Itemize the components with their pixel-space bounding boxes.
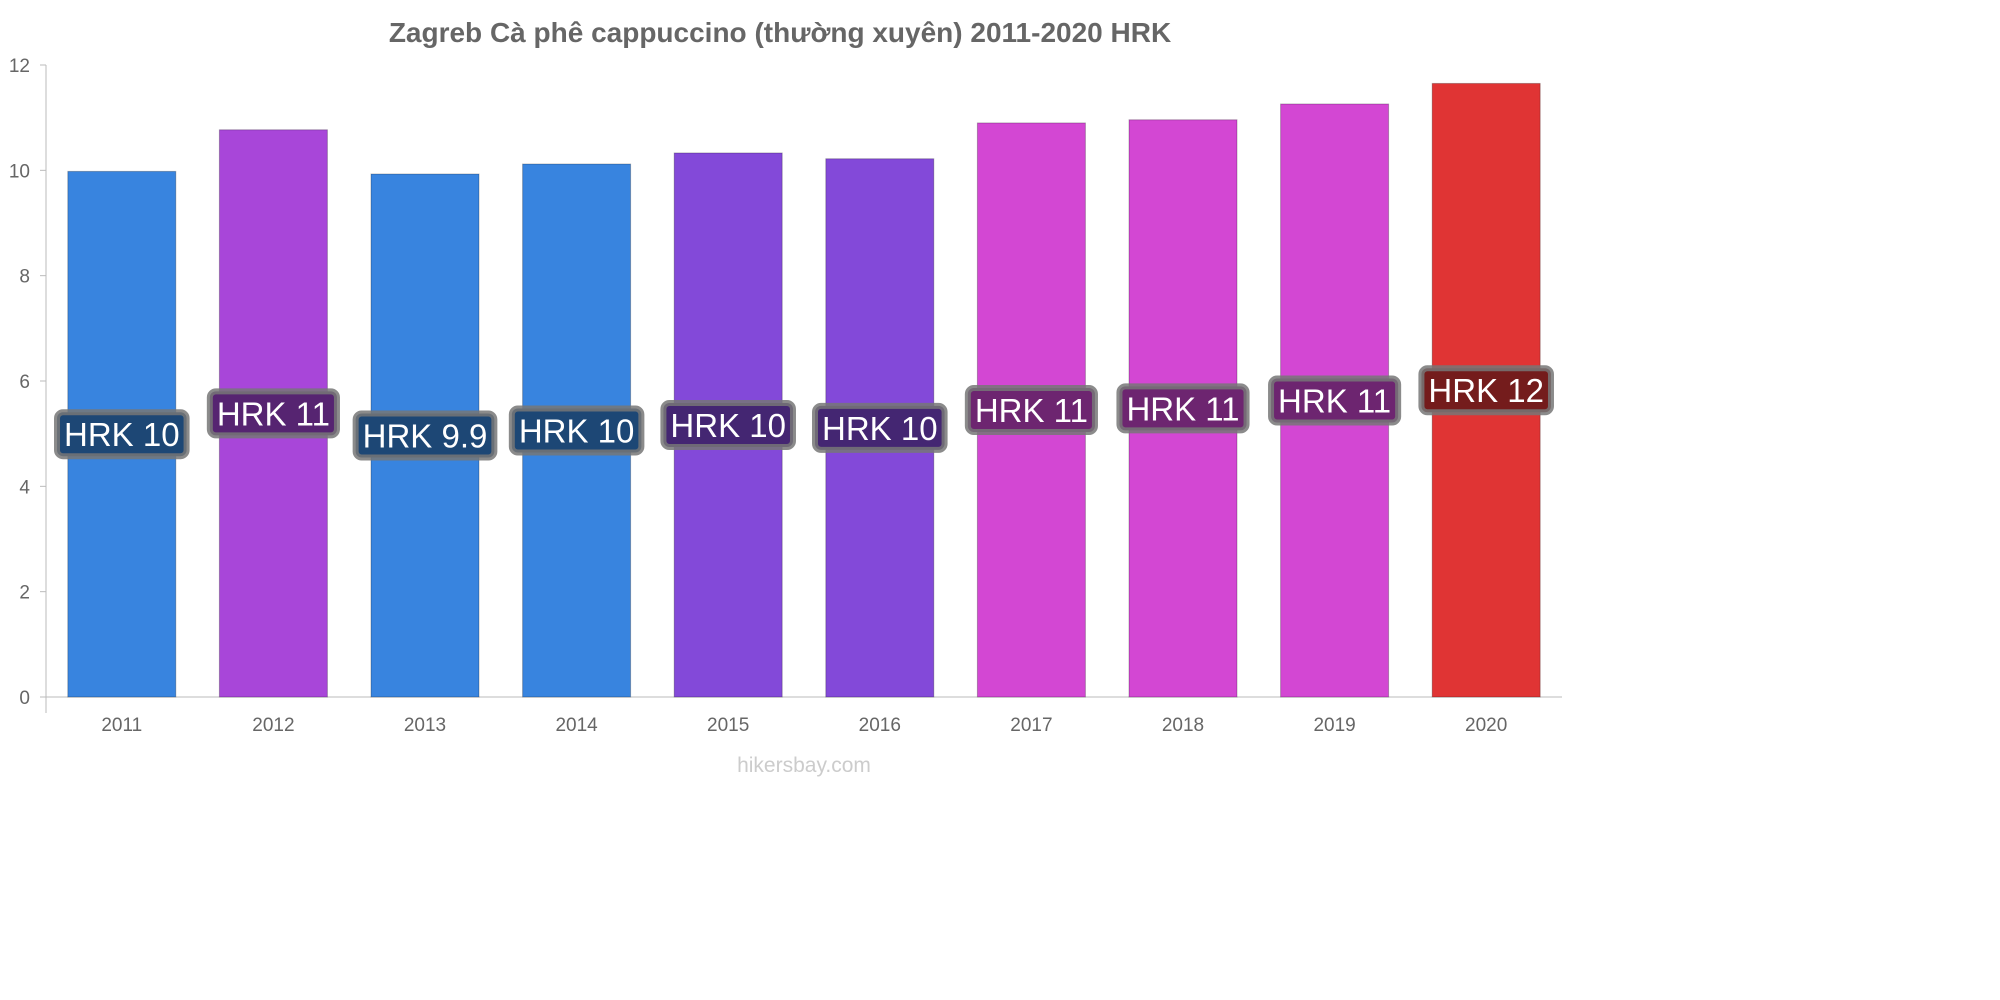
data-label-box bbox=[54, 409, 190, 460]
chart-title: Zagreb Cà phê cappuccino (thường xuyên) … bbox=[389, 17, 1171, 48]
y-axis: 0 2 4 6 8 10 12 bbox=[9, 56, 47, 713]
bar-chart: Zagreb Cà phê cappuccino (thường xuyên) … bbox=[9, 17, 1562, 777]
y-tick-label: 0 bbox=[19, 688, 30, 709]
y-tick-label: 6 bbox=[19, 372, 30, 393]
data-label-text: HRK 12 bbox=[1428, 372, 1544, 409]
data-label-2017: HRK 11 bbox=[964, 384, 1098, 435]
data-label-2019: HRK 11 bbox=[1268, 375, 1402, 426]
y-tick-label: 8 bbox=[19, 267, 30, 288]
x-tick-label: 2018 bbox=[1162, 715, 1204, 736]
data-label-box bbox=[206, 388, 340, 439]
data-label-box bbox=[660, 399, 796, 450]
data-label-text: HRK 10 bbox=[822, 410, 938, 447]
data-labels-group: HRK 10 HRK 11 HRK 9.9 HRK 10 HRK 10 HRK 10 HRK… bbox=[54, 365, 1554, 461]
x-tick-label: 2020 bbox=[1465, 715, 1507, 736]
y-tick-label: 10 bbox=[9, 161, 30, 182]
data-label-box bbox=[1116, 383, 1250, 434]
data-label-2011: HRK 10 bbox=[54, 409, 190, 460]
x-tick-label: 2013 bbox=[404, 715, 446, 736]
data-label-2014: HRK 10 bbox=[508, 405, 645, 456]
data-label-2015: HRK 10 bbox=[660, 399, 796, 450]
data-label-box bbox=[812, 402, 948, 453]
data-label-text: HRK 11 bbox=[1278, 382, 1391, 419]
x-tick-label: 2012 bbox=[252, 715, 294, 736]
data-label-box bbox=[508, 405, 645, 456]
data-label-2013: HRK 9.9 bbox=[352, 410, 498, 461]
data-label-text: HRK 11 bbox=[1126, 390, 1239, 427]
x-tick-label: 2019 bbox=[1313, 715, 1355, 736]
y-tick-label: 2 bbox=[19, 583, 30, 604]
data-label-2018: HRK 11 bbox=[1116, 383, 1250, 434]
y-tick-label: 12 bbox=[9, 56, 30, 77]
data-label-text: HRK 10 bbox=[64, 416, 180, 453]
data-label-text: HRK 10 bbox=[670, 407, 786, 444]
x-tick-label: 2011 bbox=[101, 715, 142, 736]
watermark: hikersbay.com bbox=[737, 754, 871, 777]
chart-container: Zagreb Cà phê cappuccino (thường xuyên) … bbox=[9, 17, 1562, 777]
x-tick-label: 2017 bbox=[1010, 715, 1052, 736]
data-label-2020: HRK 12 bbox=[1418, 365, 1554, 416]
data-label-2012: HRK 11 bbox=[206, 388, 340, 439]
data-label-box bbox=[964, 384, 1098, 435]
y-tick-label: 4 bbox=[19, 477, 30, 498]
x-tick-label: 2016 bbox=[859, 715, 901, 736]
x-tick-label: 2014 bbox=[555, 715, 598, 736]
data-label-text: HRK 10 bbox=[519, 413, 635, 450]
x-tick-label: 2015 bbox=[707, 715, 749, 736]
data-label-2016: HRK 10 bbox=[812, 402, 948, 453]
data-label-box bbox=[1418, 365, 1554, 416]
data-label-text: HRK 11 bbox=[975, 392, 1088, 429]
data-label-box bbox=[1268, 375, 1402, 426]
data-label-text: HRK 9.9 bbox=[363, 418, 488, 455]
data-label-text: HRK 11 bbox=[217, 395, 330, 432]
x-axis: 2011 2012 2013 2014 2015 2016 2017 2018 2019 2020 bbox=[46, 696, 1562, 736]
data-label-box bbox=[352, 410, 498, 461]
